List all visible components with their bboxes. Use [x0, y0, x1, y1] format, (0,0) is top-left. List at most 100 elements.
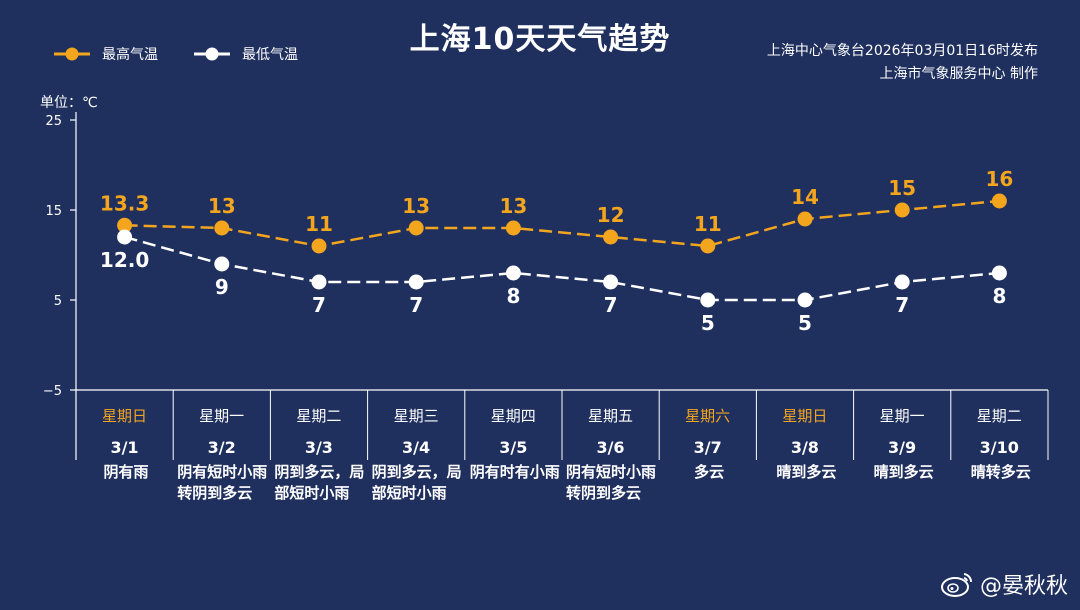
y-tick-label: 5: [54, 294, 62, 309]
high-temp-point: [311, 238, 327, 254]
high-line-marker-icon: [54, 47, 90, 61]
low-temp-point: [505, 265, 521, 281]
day-column: 星期五 3/6: [562, 392, 659, 457]
low-temp-point: [894, 274, 910, 290]
date-label: 3/10: [979, 438, 1019, 457]
low-temp-label: 8: [992, 284, 1006, 308]
low-temp-label: 7: [895, 293, 909, 317]
day-column: 星期一 3/9: [854, 392, 951, 457]
weekday-label: 星期三: [393, 407, 439, 425]
low-temp-line: [124, 235, 1000, 302]
high-temp-point: [894, 202, 910, 218]
low-temp-point: [214, 256, 230, 272]
date-label: 3/9: [888, 438, 917, 457]
publisher-line-1: 上海中心气象台2026年03月01日16时发布: [766, 43, 1038, 59]
weekday-label: 星期五: [587, 407, 633, 425]
weekday-label: 星期二: [976, 407, 1022, 425]
high-temp-label: 12: [597, 203, 625, 227]
legend-high: 最高气温: [52, 44, 158, 64]
weekday-label: 星期一: [199, 407, 245, 425]
date-label: 3/1: [110, 438, 139, 457]
low-temp-point: [700, 292, 716, 308]
low-temp-point: [117, 229, 133, 245]
legend: 最高气温 最低气温: [52, 44, 332, 64]
low-temp-label: 7: [409, 293, 423, 317]
chart-title: 上海10天天气趋势: [409, 22, 671, 57]
low-temp-point: [408, 274, 424, 290]
unit-label: 单位：℃: [40, 95, 98, 111]
weather-description: 晴转多云: [970, 463, 1031, 481]
legend-low-label: 最低气温: [242, 47, 298, 63]
high-temp-point: [505, 220, 521, 236]
high-temp-line: [124, 199, 1000, 248]
low-line-marker-icon: [194, 47, 230, 61]
legend-low: 最低气温: [192, 44, 298, 64]
high-temp-point: [117, 217, 133, 233]
weather-description: 多云: [694, 463, 725, 481]
low-temp-label: 7: [604, 293, 618, 317]
low-temp-label: 5: [798, 311, 812, 335]
weather-description: 阴有短时小雨转阴到多云: [177, 463, 268, 502]
weather-description: 阴到多云，局部短时小雨: [371, 463, 462, 502]
day-column: 星期四 3/5: [465, 392, 562, 457]
weather-description: 晴到多云: [776, 463, 837, 481]
high-temp-point: [214, 220, 230, 236]
low-temp-label: 8: [506, 284, 520, 308]
weekday-label: 星期四: [490, 407, 536, 425]
y-tick-label: −5: [43, 384, 62, 399]
date-label: 3/4: [402, 438, 431, 457]
high-temp-label: 13.3: [100, 191, 149, 215]
low-temp-label: 7: [312, 293, 326, 317]
high-temp-label: 14: [791, 185, 819, 209]
date-label: 3/7: [693, 438, 722, 457]
high-temp-label: 15: [888, 176, 916, 200]
high-temp-label: 11: [305, 212, 333, 236]
high-temp-point: [991, 193, 1007, 209]
low-temp-point: [603, 274, 619, 290]
day-column: 星期二 3/10: [951, 392, 1048, 457]
date-label: 3/2: [207, 438, 236, 457]
y-tick-label: 15: [45, 204, 62, 219]
high-temp-label: 13: [499, 194, 527, 218]
weibo-icon: [940, 573, 972, 597]
weather-description: 阴到多云，局部短时小雨: [274, 463, 365, 502]
high-temp-label: 16: [985, 167, 1013, 191]
day-column: 星期一 3/2: [173, 392, 270, 457]
high-temp-point: [408, 220, 424, 236]
weather-description: 阴有时有小雨: [469, 463, 560, 481]
weather-description: 阴有雨: [103, 463, 149, 481]
low-temp-point: [311, 274, 327, 290]
low-temp-label: 12.0: [100, 248, 149, 272]
day-column: 星期日 3/1: [76, 392, 173, 457]
legend-high-label: 最高气温: [102, 47, 158, 63]
high-temp-point: [603, 229, 619, 245]
date-label: 3/6: [596, 438, 625, 457]
low-temp-label: 9: [215, 275, 229, 299]
watermark-handle: @晏秋秋: [979, 574, 1068, 599]
high-temp-point: [797, 211, 813, 227]
watermark: @晏秋秋: [940, 568, 1068, 600]
weekday-label: 星期二: [296, 407, 342, 425]
weekday-label: 星期日: [782, 407, 828, 425]
low-temp-label: 5: [701, 311, 715, 335]
weekday-label: 星期六: [685, 407, 731, 425]
weather-description: 晴到多云: [873, 463, 934, 481]
high-temp-label: 11: [694, 212, 722, 236]
high-temp-label: 13: [208, 194, 236, 218]
weekday-label: 星期日: [101, 407, 147, 425]
publisher-info: 上海中心气象台2026年03月01日16时发布 上海市气象服务中心 制作: [767, 40, 1038, 86]
day-column: 星期日 3/8: [756, 392, 853, 457]
date-label: 3/5: [499, 438, 528, 457]
date-label: 3/8: [790, 438, 819, 457]
weather-description: 阴有短时小雨转阴到多云: [566, 463, 657, 502]
day-column: 星期三 3/4: [368, 392, 465, 457]
day-column: 星期二 3/3: [270, 392, 367, 457]
day-column: 星期六 3/7: [659, 392, 756, 457]
y-tick-label: 25: [45, 114, 62, 129]
high-temp-point: [700, 238, 716, 254]
date-label: 3/3: [304, 438, 333, 457]
weekday-label: 星期一: [879, 407, 925, 425]
high-temp-label: 13: [402, 194, 430, 218]
publisher-line-2: 上海市气象服务中心 制作: [879, 66, 1038, 82]
